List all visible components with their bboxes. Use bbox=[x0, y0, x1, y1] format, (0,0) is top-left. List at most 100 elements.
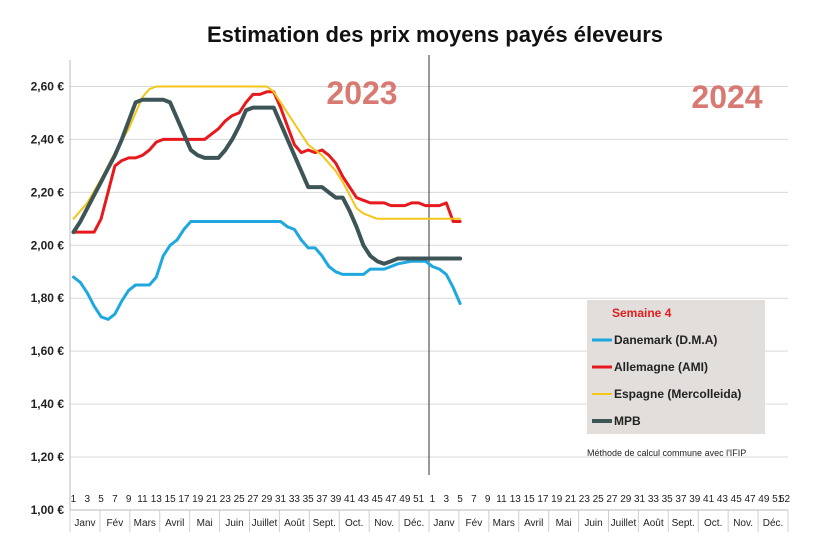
month-label: Juin bbox=[225, 518, 243, 529]
x-tick-label: 35 bbox=[303, 494, 315, 505]
x-tick-label: 15 bbox=[165, 494, 177, 505]
month-label: Août bbox=[643, 518, 664, 529]
x-tick-label: 21 bbox=[206, 494, 218, 505]
x-tick-label: 29 bbox=[620, 494, 632, 505]
series-line bbox=[72, 90, 462, 234]
month-label: Mai bbox=[556, 518, 572, 529]
x-tick-label: 17 bbox=[178, 494, 190, 505]
x-tick-label: 3 bbox=[84, 494, 90, 505]
x-tick-label: 25 bbox=[234, 494, 246, 505]
x-tick-label: 21 bbox=[565, 494, 577, 505]
month-label: Mars bbox=[134, 518, 156, 529]
month-label: Nov. bbox=[374, 518, 394, 529]
x-tick-label: 27 bbox=[247, 494, 259, 505]
month-label: Mai bbox=[197, 518, 213, 529]
x-tick-label: 7 bbox=[112, 494, 118, 505]
series-lines bbox=[71, 85, 463, 321]
x-tick-label: 41 bbox=[344, 494, 356, 505]
month-label: Oct. bbox=[704, 518, 722, 529]
y-axis: 1,00 € 1,20 € 1,40 € 1,60 € 1,80 € 2,00 € 2,20… bbox=[31, 79, 65, 517]
x-tick-label: 45 bbox=[731, 494, 743, 505]
x-tick-label: 5 bbox=[98, 494, 104, 505]
x-tick-label: 49 bbox=[399, 494, 411, 505]
series-line bbox=[72, 85, 462, 220]
y-tick-label: 2,40 € bbox=[31, 132, 65, 146]
x-tick-label: 5 bbox=[457, 494, 463, 505]
x-tick-label: 23 bbox=[220, 494, 232, 505]
legend-label: MPB bbox=[614, 414, 641, 428]
legend-label: Danemark (D.M.A) bbox=[614, 333, 717, 347]
x-tick-label: 37 bbox=[675, 494, 687, 505]
year-label-2024: 2024 bbox=[691, 79, 762, 115]
x-tick-label: 25 bbox=[593, 494, 605, 505]
x-tick-label: 1 bbox=[430, 494, 436, 505]
x-tick-label: 37 bbox=[316, 494, 328, 505]
x-tick-label: 11 bbox=[137, 494, 148, 505]
y-tick-label: 2,00 € bbox=[31, 238, 65, 252]
x-tick-label: 13 bbox=[151, 494, 163, 505]
month-label: Sept. bbox=[672, 518, 695, 529]
x-tick-label: 43 bbox=[358, 494, 370, 505]
x-tick-label: 3 bbox=[443, 494, 449, 505]
x-tick-label: 33 bbox=[648, 494, 660, 505]
x-tick-label: 39 bbox=[689, 494, 701, 505]
x-tick-label: 35 bbox=[662, 494, 674, 505]
month-label: Fév bbox=[107, 518, 124, 529]
x-tick-label: 39 bbox=[330, 494, 342, 505]
x-tick-label: 9 bbox=[126, 494, 132, 505]
month-label: Janv bbox=[74, 518, 95, 529]
legend: Semaine 4 Danemark (D.M.A) Allemagne (AMI… bbox=[587, 300, 765, 434]
x-tick-label: 43 bbox=[717, 494, 729, 505]
series-line bbox=[71, 97, 463, 266]
x-tick-label: 47 bbox=[385, 494, 397, 505]
x-tick-label: 23 bbox=[579, 494, 591, 505]
x-tick-label: 13 bbox=[510, 494, 522, 505]
x-tick-label: 45 bbox=[372, 494, 384, 505]
x-tick-label: 19 bbox=[192, 494, 204, 505]
x-tick-label: 7 bbox=[471, 494, 477, 505]
month-label: Nov. bbox=[733, 518, 753, 529]
y-tick-label: 1,60 € bbox=[31, 344, 65, 358]
x-tick-label: 33 bbox=[289, 494, 301, 505]
month-label: Oct. bbox=[345, 518, 363, 529]
month-label: Déc. bbox=[763, 518, 784, 529]
x-tick-label: 51 bbox=[772, 494, 784, 505]
x-tick-label: 41 bbox=[703, 494, 715, 505]
legend-label: Allemagne (AMI) bbox=[614, 360, 708, 374]
month-label: Juillet bbox=[252, 518, 278, 529]
month-label: Août bbox=[284, 518, 305, 529]
x-tick-label: 47 bbox=[744, 494, 756, 505]
month-label: Sept. bbox=[313, 518, 336, 529]
y-tick-label: 1,00 € bbox=[31, 503, 65, 517]
y-tick-label: 2,60 € bbox=[31, 79, 65, 93]
legend-label: Espagne (Mercolleida) bbox=[614, 387, 741, 401]
series-line bbox=[72, 220, 462, 321]
x-tick-label: 9 bbox=[485, 494, 491, 505]
y-tick-label: 1,80 € bbox=[31, 291, 65, 305]
x-tick-label: 31 bbox=[275, 494, 287, 505]
month-label: Janv bbox=[433, 518, 454, 529]
x-tick-label: 49 bbox=[758, 494, 770, 505]
x-tick-label: 19 bbox=[551, 494, 563, 505]
x-tick-label: 51 bbox=[413, 494, 425, 505]
month-label: Fév bbox=[466, 518, 483, 529]
x-tick-label: 27 bbox=[606, 494, 618, 505]
x-tick-label: 17 bbox=[537, 494, 549, 505]
chart-title: Estimation des prix moyens payés éleveur… bbox=[207, 22, 663, 47]
month-label: Avril bbox=[524, 518, 543, 529]
x-tick-label: 31 bbox=[634, 494, 646, 505]
month-label: Juin bbox=[584, 518, 602, 529]
x-axis: 1 3 5 7 9 11 13 15 17 19 21 23 25 27 29 31 33 35 37 39 41 43 4… bbox=[69, 60, 791, 532]
month-label: Déc. bbox=[404, 518, 425, 529]
legend-background bbox=[587, 300, 765, 434]
y-tick-label: 1,40 € bbox=[31, 397, 65, 411]
month-label: Juillet bbox=[611, 518, 637, 529]
x-tick-label: 11 bbox=[496, 494, 507, 505]
x-tick-label: 1 bbox=[71, 494, 77, 505]
x-tick-label: 52 bbox=[779, 494, 791, 505]
legend-items: Danemark (D.M.A) Allemagne (AMI) Espagne (… bbox=[592, 333, 741, 428]
y-tick-label: 1,20 € bbox=[31, 450, 65, 464]
month-label: Avril bbox=[165, 518, 184, 529]
year-label-2023: 2023 bbox=[326, 75, 397, 111]
